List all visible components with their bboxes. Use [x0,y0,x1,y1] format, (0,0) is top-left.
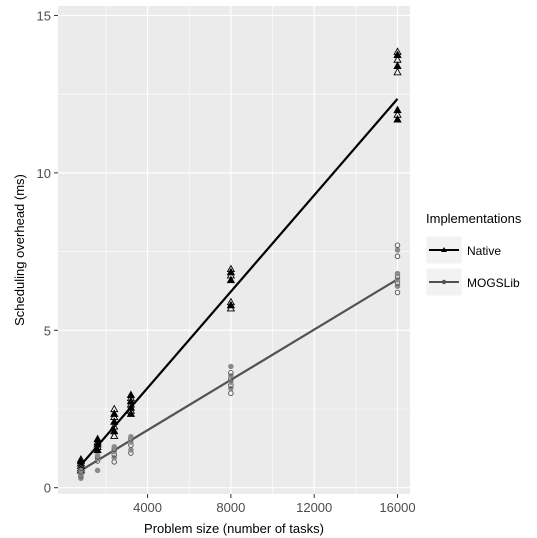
point-native [226,264,236,273]
x-tick-label: 4000 [133,500,162,515]
point-mogslib [394,247,401,253]
legend-key-mogslib-marker [441,279,447,285]
y-axis-title: Scheduling overhead (ms) [12,174,27,326]
x-axis-title: Problem size (number of tasks) [144,521,324,536]
point-mogslib [78,465,84,471]
plot-panel [58,6,410,494]
data-points [76,47,402,482]
point-native [110,421,119,430]
legend-label-mogslib: MOGSLib [467,276,520,290]
point-mogslib [111,444,117,450]
point-native [393,105,402,114]
legend: Implementations Native MOGSLib [425,211,522,297]
point-native [393,115,402,123]
point-mogslib [128,433,134,440]
point-native [93,439,102,448]
point-native [393,110,402,118]
point-mogslib [128,447,134,453]
y-axis: 0 5 10 15 [37,8,58,496]
y-tick-label: 0 [44,481,51,496]
point-mogslib [394,242,401,249]
point-native [110,426,119,435]
point-native [110,417,119,425]
point-mogslib [394,289,401,296]
point-native [110,404,119,413]
grid-minor [58,6,410,494]
point-native [226,275,236,284]
point-native [126,390,136,398]
point-native [393,47,402,55]
x-axis: 4000 8000 12000 16000 [133,494,416,515]
x-tick-label: 16000 [379,500,415,515]
point-native [110,431,119,439]
legend-title: Implementations [426,211,522,226]
grid-major [58,6,410,494]
point-mogslib [94,452,101,459]
point-mogslib [394,270,401,277]
point-native [110,409,119,417]
point-native [93,434,102,443]
point-mogslib [94,467,101,474]
point-mogslib [394,253,401,260]
point-native [76,455,86,463]
fit-line-mogslib [80,278,399,472]
y-tick-label: 10 [37,166,51,181]
legend-label-native: Native [467,244,501,258]
y-tick-label: 15 [37,8,51,23]
point-mogslib [228,363,234,370]
x-tick-label: 8000 [216,500,245,515]
legend-key-native-marker [441,247,447,252]
point-native [226,297,236,306]
point-native [393,67,402,76]
x-tick-label: 12000 [296,500,332,515]
y-tick-label: 5 [44,323,51,338]
point-native [393,61,402,69]
point-native [393,55,402,63]
point-mogslib [228,370,234,376]
